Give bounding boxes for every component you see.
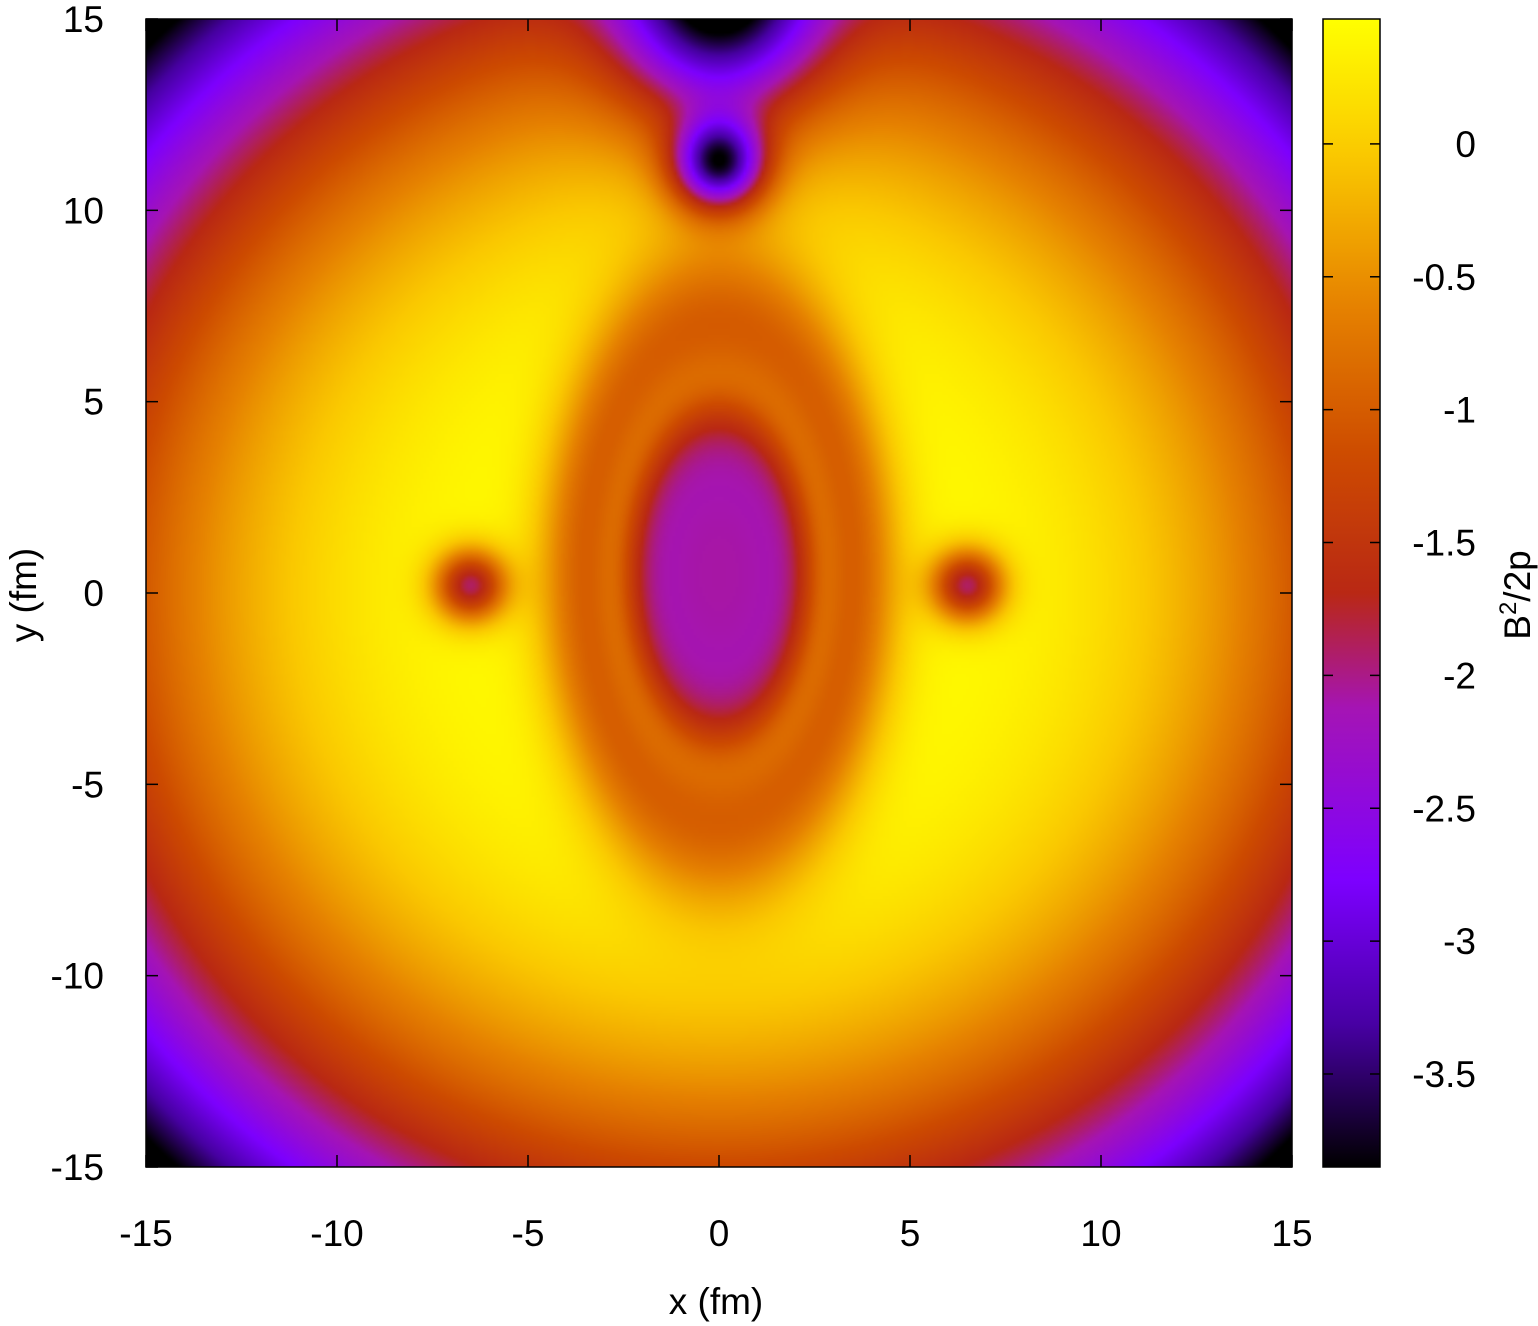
colorbar-tick-label: -0.5 <box>1412 257 1476 298</box>
x-tick-label: 5 <box>900 1213 921 1254</box>
colorbar-ticks: 0 -0.5 -1 -1.5 -2 -2.5 -3 -3.5 <box>1323 124 1476 1095</box>
heatmap-canvas <box>146 19 1292 1167</box>
colorbar <box>1323 19 1380 1167</box>
y-tick-label: -15 <box>51 1147 104 1188</box>
colorbar-frame <box>1322 18 1381 1168</box>
y-tick-label: 0 <box>83 573 104 614</box>
x-axis-label: x (fm) <box>669 1281 764 1322</box>
y-tick-label: -10 <box>51 956 104 997</box>
x-tick-label: 0 <box>709 1213 730 1254</box>
x-tick-label: -5 <box>512 1213 545 1254</box>
y-tick-label: 15 <box>63 0 104 40</box>
x-tick-label: 15 <box>1271 1213 1312 1254</box>
x-tick-label: -10 <box>310 1213 363 1254</box>
y-tick-label: 5 <box>83 382 104 423</box>
y-tick-label: 10 <box>63 190 104 231</box>
colorbar-tick-label: -1 <box>1443 390 1476 431</box>
y-tick-label: -5 <box>71 764 104 805</box>
colorbar-label-sup: 2 <box>1495 602 1522 615</box>
colorbar-tick-label: -3 <box>1443 921 1476 962</box>
colorbar-tick-label: -2 <box>1443 655 1476 696</box>
x-tick-label: 10 <box>1080 1213 1121 1254</box>
colorbar-label: B2/2p <box>1495 550 1538 639</box>
colorbar-label-base: B <box>1497 615 1538 640</box>
y-axis-ticks: -15 -10 -5 0 5 10 15 <box>51 0 1292 1188</box>
y-axis-label: y (fm) <box>3 548 44 643</box>
colorbar-tick-label: -3.5 <box>1412 1054 1476 1095</box>
heatmap-area <box>146 19 1292 1167</box>
x-tick-label: -15 <box>119 1213 172 1254</box>
colorbar-tick-label: -2.5 <box>1412 788 1476 829</box>
colorbar-label-rest: /2p <box>1497 550 1538 601</box>
colorbar-tick-label: 0 <box>1455 124 1476 165</box>
colorbar-tick-label: -1.5 <box>1412 523 1476 564</box>
x-axis-ticks: -15 -10 -5 0 5 10 15 <box>119 19 1313 1254</box>
